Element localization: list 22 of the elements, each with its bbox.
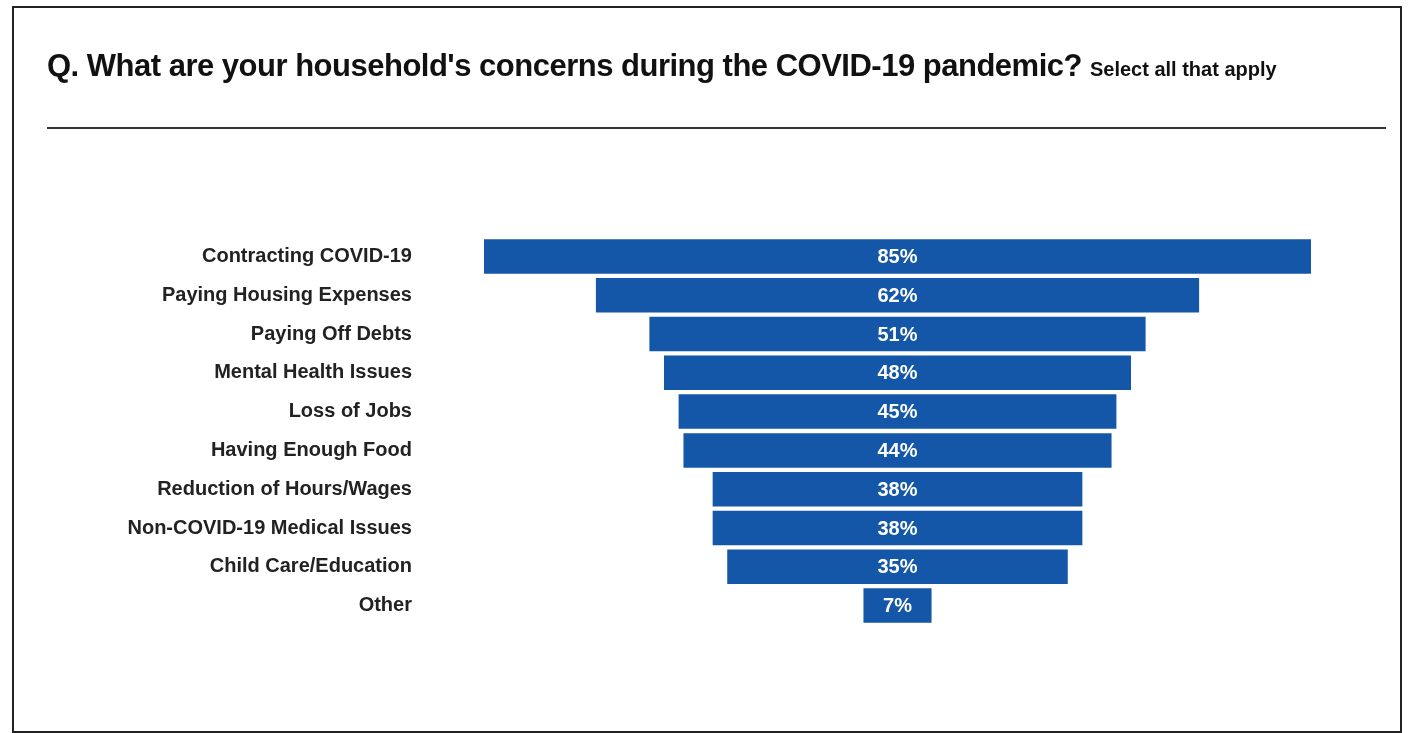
data-label: 38% xyxy=(877,477,918,500)
category-label: Child Care/Education xyxy=(209,554,412,577)
category-label: Non-COVID-19 Medical Issues xyxy=(127,515,412,538)
data-label: 51% xyxy=(877,322,918,345)
data-label: 48% xyxy=(877,361,918,384)
data-label: 7% xyxy=(883,594,913,617)
category-label: Reduction of Hours/Wages xyxy=(157,476,412,499)
text: Q. What are your household's concerns during the COVID-19 pandemic? xyxy=(47,48,1082,83)
category-label: Other xyxy=(358,593,413,616)
data-label: 62% xyxy=(877,283,918,306)
data-label: 45% xyxy=(877,400,918,423)
category-label: Mental Health Issues xyxy=(214,360,412,383)
text: Select all that apply xyxy=(1089,58,1277,80)
category-label: Contracting COVID-19 xyxy=(201,243,412,266)
category-label: Having Enough Food xyxy=(210,437,412,460)
category-label: Paying Housing Expenses xyxy=(161,282,412,305)
data-label: 85% xyxy=(877,244,918,267)
category-label: Paying Off Debts xyxy=(250,321,412,344)
category-label: Loss of Jobs xyxy=(288,399,412,422)
data-label: 35% xyxy=(877,555,918,578)
data-label: 38% xyxy=(877,516,918,539)
data-label: 44% xyxy=(877,438,918,461)
